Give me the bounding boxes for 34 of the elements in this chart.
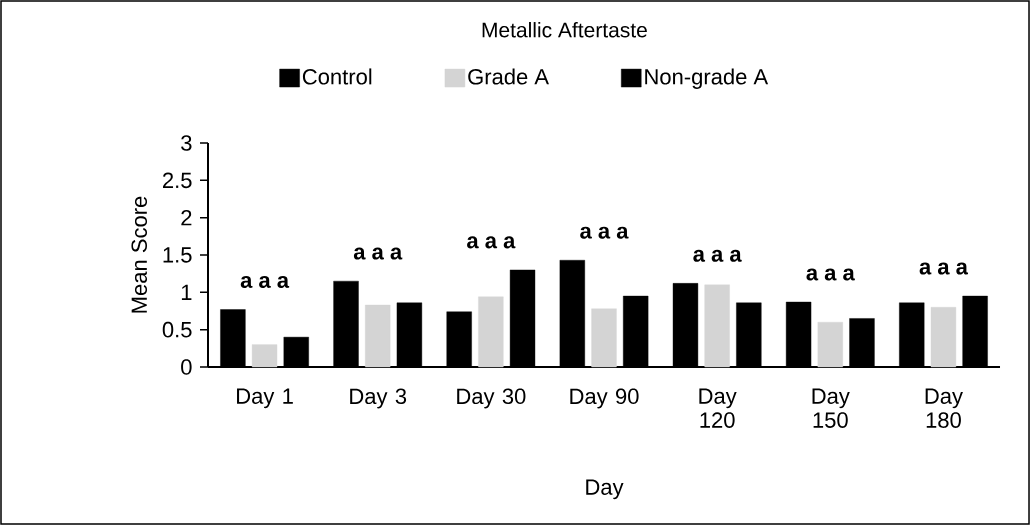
annotation: a a a bbox=[240, 275, 290, 288]
annotation: a a a bbox=[806, 268, 855, 281]
y-tick-label: 2.5 bbox=[163, 172, 192, 189]
x-tick-label: Day 120 bbox=[699, 388, 737, 428]
chart-title: Metallic Aftertaste bbox=[482, 22, 647, 38]
y-tick-label: 1 bbox=[181, 284, 192, 300]
bar bbox=[704, 284, 730, 368]
bar bbox=[591, 308, 617, 368]
annotation: a a a bbox=[467, 236, 516, 249]
y-axis-title: Mean Score bbox=[131, 196, 148, 313]
x-tick-label: Day 180 bbox=[925, 388, 963, 428]
annotation: a a a bbox=[580, 226, 629, 239]
legend-label: Grade A bbox=[468, 68, 549, 85]
x-tick-label: Day 3 bbox=[350, 388, 407, 409]
x-tick-label: Day 30 bbox=[457, 388, 526, 409]
bar bbox=[478, 296, 504, 368]
annotation: a a a bbox=[919, 262, 969, 275]
x-tick-label: Day 90 bbox=[570, 388, 639, 409]
y-tick-label: 2 bbox=[181, 209, 192, 226]
bar bbox=[365, 304, 391, 368]
legend-label: Control bbox=[302, 68, 372, 85]
x-tick-label: Day 150 bbox=[812, 388, 850, 428]
annotation: a a a bbox=[693, 249, 742, 262]
y-tick-label: 0.5 bbox=[162, 321, 192, 338]
y-tick-label: 1.5 bbox=[163, 247, 192, 263]
y-tick-label: 3 bbox=[181, 135, 192, 151]
x-tick-label: Day 1 bbox=[237, 388, 293, 409]
bar bbox=[251, 344, 278, 368]
annotation: a a a bbox=[353, 247, 403, 260]
bar bbox=[930, 307, 957, 368]
legend-label: Non-grade A bbox=[645, 68, 769, 89]
bar bbox=[817, 322, 843, 368]
y-tick-label: 0 bbox=[181, 359, 192, 375]
x-axis-title: Day bbox=[586, 479, 624, 500]
